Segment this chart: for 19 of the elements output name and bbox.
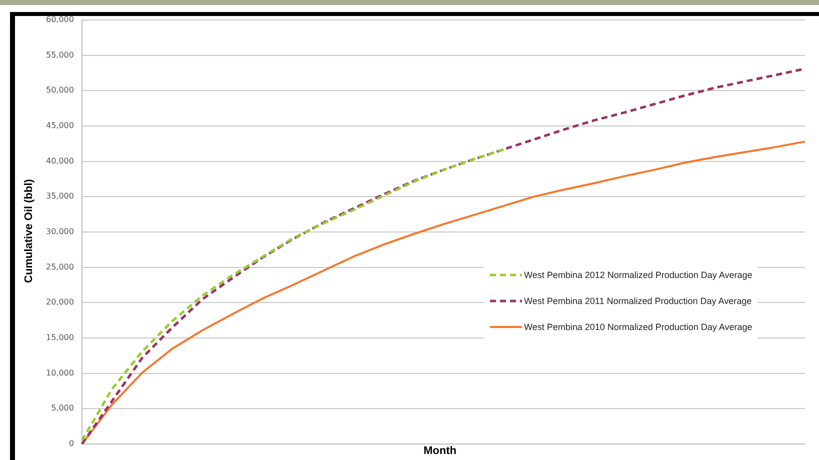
y-tick-label: 55,000 xyxy=(46,50,74,60)
y-tick-label: 35,000 xyxy=(46,192,74,201)
y-tick-label: 20,000 xyxy=(46,298,74,307)
y-tick-label: 5,000 xyxy=(51,404,74,413)
legend-label: West Pembina 2011 Normalized Production Day Average xyxy=(524,296,752,306)
y-tick-label: 15,000 xyxy=(46,333,74,342)
legend-label: West Pembina 2012 Normalized Production Day Average xyxy=(524,270,752,280)
legend-label: West Pembina 2010 Normalized Production Day Average xyxy=(524,322,752,332)
x-axis-title: Month xyxy=(424,445,456,457)
y-tick-label: 45,000 xyxy=(46,121,74,130)
y-tick-label: 0 xyxy=(68,439,74,448)
y-tick-label: 50,000 xyxy=(46,86,74,95)
y-tick-label: 60,000 xyxy=(46,15,74,24)
y-tick-label: 30,000 xyxy=(46,227,74,236)
y-tick-label: 10,000 xyxy=(46,368,74,378)
y-tick-label: 40,000 xyxy=(46,156,74,166)
y-tick-label: 25,000 xyxy=(46,262,74,272)
y-axis-title: Cumulative Oil (bbl) xyxy=(23,179,35,283)
line-series xyxy=(80,148,505,442)
